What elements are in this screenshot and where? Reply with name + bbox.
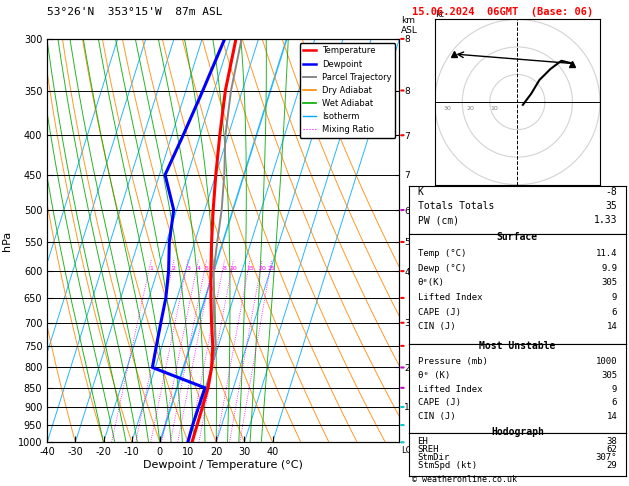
Text: 10: 10 (230, 266, 237, 271)
Text: Temp (°C): Temp (°C) (418, 249, 466, 259)
Text: EH: EH (418, 436, 428, 446)
Text: θᵉ(K): θᵉ(K) (418, 278, 445, 287)
Text: K: K (418, 188, 423, 197)
Text: SREH: SREH (418, 445, 439, 453)
Text: Surface: Surface (497, 232, 538, 242)
Text: 6: 6 (612, 398, 617, 407)
Text: km
ASL: km ASL (401, 16, 418, 35)
Text: 1: 1 (149, 266, 153, 271)
Text: 20: 20 (258, 266, 266, 271)
Text: -8: -8 (606, 188, 617, 197)
Text: 3: 3 (186, 266, 190, 271)
Text: 5: 5 (204, 266, 209, 271)
Y-axis label: hPa: hPa (3, 230, 12, 251)
Text: 29: 29 (606, 461, 617, 469)
Text: Totals Totals: Totals Totals (418, 201, 494, 211)
Text: 11.4: 11.4 (596, 249, 617, 259)
Text: 35: 35 (606, 201, 617, 211)
Text: 305: 305 (601, 278, 617, 287)
Text: CAPE (J): CAPE (J) (418, 398, 460, 407)
Text: Dewp (°C): Dewp (°C) (418, 264, 466, 273)
X-axis label: Dewpoint / Temperature (°C): Dewpoint / Temperature (°C) (143, 460, 303, 470)
Text: © weatheronline.co.uk: © weatheronline.co.uk (412, 475, 517, 484)
Text: 1000: 1000 (596, 357, 617, 366)
Text: 2: 2 (172, 266, 176, 271)
Text: PW (cm): PW (cm) (418, 215, 459, 225)
Text: LCL: LCL (401, 446, 416, 455)
Text: kt: kt (435, 10, 443, 19)
Text: 53°26'N  353°15'W  87m ASL: 53°26'N 353°15'W 87m ASL (47, 7, 223, 17)
Text: Pressure (mb): Pressure (mb) (418, 357, 487, 366)
Text: 8: 8 (223, 266, 226, 271)
Text: Most Unstable: Most Unstable (479, 341, 555, 351)
Text: 14: 14 (606, 322, 617, 331)
Text: 9: 9 (612, 293, 617, 302)
Text: 9: 9 (612, 384, 617, 394)
Text: 4: 4 (196, 266, 201, 271)
Text: 1.33: 1.33 (594, 215, 617, 225)
Text: 9.9: 9.9 (601, 264, 617, 273)
Text: CIN (J): CIN (J) (418, 322, 455, 331)
Text: Lifted Index: Lifted Index (418, 293, 482, 302)
Text: 15.06.2024  06GMT  (Base: 06): 15.06.2024 06GMT (Base: 06) (412, 7, 593, 17)
Text: 62: 62 (606, 445, 617, 453)
Text: 10: 10 (490, 106, 498, 111)
Text: 30: 30 (443, 106, 451, 111)
Text: Hodograph: Hodograph (491, 427, 544, 437)
Text: Mixing Ratio (g/kg): Mixing Ratio (g/kg) (412, 285, 421, 358)
Text: 20: 20 (467, 106, 474, 111)
Legend: Temperature, Dewpoint, Parcel Trajectory, Dry Adiabat, Wet Adiabat, Isotherm, Mi: Temperature, Dewpoint, Parcel Trajectory… (300, 43, 395, 138)
Text: 6: 6 (211, 266, 215, 271)
Text: StmSpd (kt): StmSpd (kt) (418, 461, 477, 469)
Text: θᵉ (K): θᵉ (K) (418, 371, 450, 380)
Text: CIN (J): CIN (J) (418, 412, 455, 421)
Text: 6: 6 (612, 308, 617, 317)
Text: 14: 14 (606, 412, 617, 421)
Text: 25: 25 (268, 266, 276, 271)
Text: CAPE (J): CAPE (J) (418, 308, 460, 317)
Text: Lifted Index: Lifted Index (418, 384, 482, 394)
Text: 305: 305 (601, 371, 617, 380)
Text: StmDir: StmDir (418, 452, 450, 462)
Text: 38: 38 (606, 436, 617, 446)
Text: 15: 15 (246, 266, 254, 271)
Text: 307°: 307° (596, 452, 617, 462)
